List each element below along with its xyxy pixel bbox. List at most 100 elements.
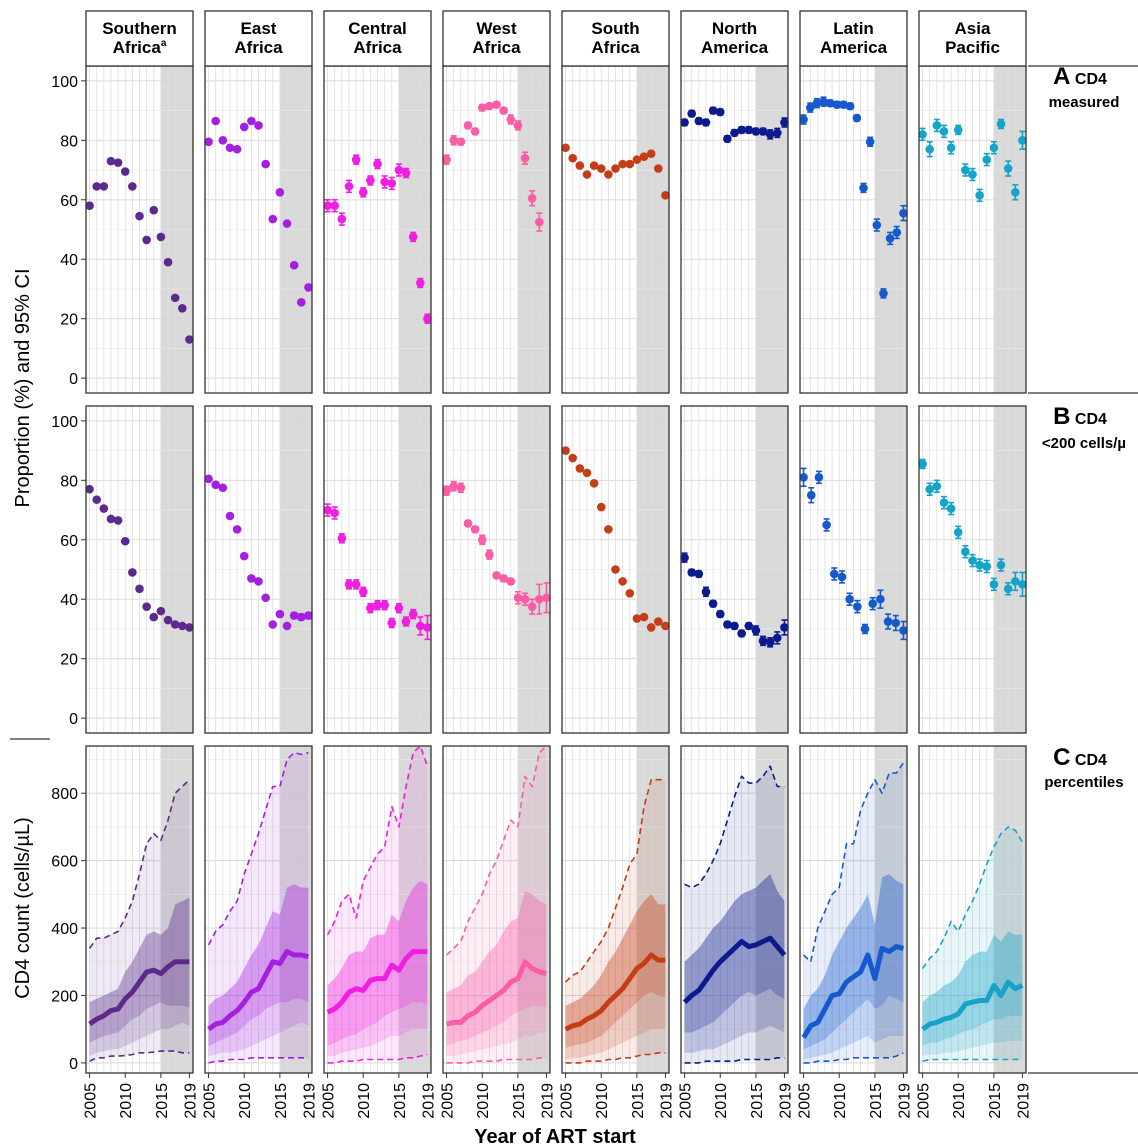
data-point bbox=[178, 621, 187, 631]
data-point bbox=[582, 170, 592, 179]
region-strip bbox=[680, 10, 789, 67]
data-point bbox=[449, 481, 459, 491]
data-point bbox=[401, 617, 411, 626]
y-tick-label: 800 bbox=[51, 786, 78, 803]
data-point bbox=[254, 577, 263, 586]
data-point bbox=[135, 211, 144, 221]
panel-frame bbox=[204, 745, 313, 1074]
region-label-line2: Africaa bbox=[113, 38, 167, 57]
region-strip bbox=[204, 10, 313, 67]
panel-frame bbox=[680, 405, 789, 734]
row-label-letter: B bbox=[1053, 403, 1070, 430]
p2-5-line bbox=[327, 1053, 428, 1064]
data-point bbox=[99, 182, 109, 191]
panel-frame bbox=[918, 405, 1027, 734]
data-point bbox=[639, 152, 649, 161]
p97-5-line bbox=[684, 765, 785, 889]
data-point bbox=[618, 159, 627, 169]
data-point bbox=[1003, 584, 1013, 594]
data-point bbox=[463, 519, 473, 528]
data-point bbox=[261, 593, 270, 603]
data-point bbox=[829, 569, 839, 579]
x-tick-label: 2019 bbox=[1015, 1083, 1032, 1119]
data-point bbox=[680, 553, 689, 562]
data-point bbox=[373, 600, 382, 610]
panel-frame bbox=[442, 405, 551, 734]
data-point bbox=[337, 533, 347, 543]
data-point bbox=[394, 603, 404, 613]
x-tick-label: 2010 bbox=[475, 1083, 492, 1119]
x-tick-label: 2019 bbox=[658, 1083, 675, 1119]
data-point bbox=[604, 170, 613, 179]
data-point bbox=[946, 504, 956, 513]
panel-frame bbox=[561, 405, 670, 734]
data-point bbox=[632, 614, 642, 623]
data-point bbox=[865, 137, 875, 147]
data-point bbox=[575, 464, 585, 473]
x-tick-label: 2005 bbox=[202, 1083, 219, 1119]
data-point bbox=[211, 480, 220, 490]
data-point bbox=[899, 626, 908, 635]
data-point bbox=[366, 176, 375, 185]
data-point bbox=[799, 115, 808, 124]
shaded-period bbox=[398, 746, 431, 1073]
data-point bbox=[953, 528, 963, 537]
data-point bbox=[758, 636, 768, 646]
data-point bbox=[661, 191, 670, 200]
region-strip bbox=[442, 10, 551, 67]
y-tick-label: 0 bbox=[69, 711, 78, 728]
data-point bbox=[330, 201, 340, 211]
data-point bbox=[135, 584, 144, 594]
data-point bbox=[879, 289, 888, 298]
data-point bbox=[113, 516, 123, 525]
data-point bbox=[520, 594, 530, 604]
panel-frame bbox=[323, 745, 432, 1074]
data-point bbox=[582, 468, 592, 478]
panel-frame bbox=[561, 745, 670, 1074]
data-point bbox=[780, 623, 789, 632]
data-point bbox=[304, 611, 313, 620]
data-point bbox=[149, 205, 159, 215]
data-point bbox=[380, 600, 389, 610]
data-point bbox=[975, 191, 984, 200]
row-label-title: B CD4 bbox=[1053, 403, 1107, 430]
data-point bbox=[701, 587, 711, 597]
data-point bbox=[589, 161, 599, 170]
data-point bbox=[247, 574, 256, 583]
band-p25-p75 bbox=[327, 880, 428, 1046]
y-tick-label: 80 bbox=[60, 133, 78, 150]
data-point bbox=[289, 260, 299, 270]
data-point bbox=[485, 101, 494, 111]
data-point bbox=[939, 498, 949, 507]
x-tick-label: 2015 bbox=[987, 1083, 1004, 1119]
data-point bbox=[232, 144, 242, 154]
data-point bbox=[506, 115, 516, 124]
x-tick-label: 2010 bbox=[118, 1083, 135, 1119]
data-point bbox=[715, 609, 725, 619]
y-tick-label: 40 bbox=[60, 252, 78, 269]
data-point bbox=[925, 484, 934, 494]
y-tick-label: 0 bbox=[69, 371, 78, 388]
data-point bbox=[387, 179, 397, 188]
data-point bbox=[323, 201, 332, 211]
shaded-period bbox=[755, 746, 788, 1073]
band-p2-5-p97-5 bbox=[208, 752, 309, 1063]
region-strip bbox=[323, 10, 432, 67]
data-point bbox=[799, 473, 808, 482]
data-point bbox=[812, 98, 822, 108]
band-p10-p75 bbox=[89, 897, 190, 1057]
band-p25-p75 bbox=[684, 874, 785, 1033]
data-point bbox=[225, 511, 235, 521]
data-point bbox=[477, 103, 487, 112]
data-point bbox=[492, 100, 501, 109]
x-tick-label: 2005 bbox=[83, 1083, 100, 1119]
row-label-title: C CD4 bbox=[1053, 744, 1107, 771]
x-tick-label: 2005 bbox=[797, 1083, 814, 1119]
x-tick-label: 2010 bbox=[832, 1083, 849, 1119]
data-point bbox=[982, 562, 992, 571]
data-point bbox=[268, 214, 278, 224]
median-line bbox=[88, 959, 190, 1027]
data-point bbox=[568, 153, 577, 163]
data-point bbox=[387, 618, 397, 628]
data-point bbox=[723, 134, 732, 144]
